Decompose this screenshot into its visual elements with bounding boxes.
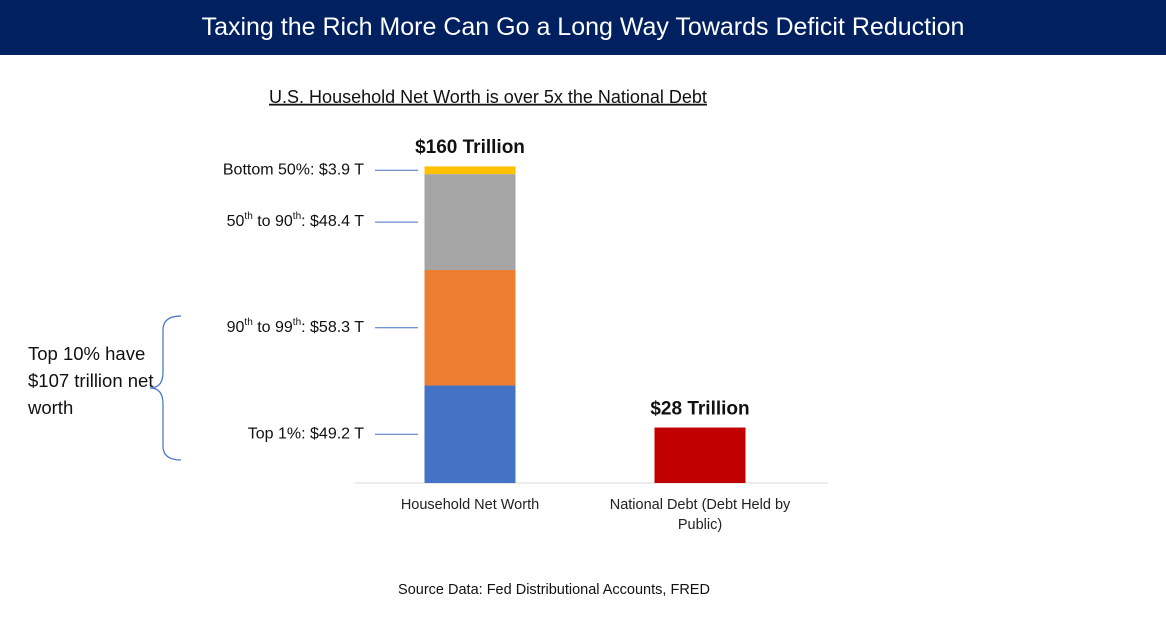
segment-label: Top 1%: $49.2 T	[248, 425, 364, 442]
segment-label: 50th to 90th: $48.4 T	[227, 211, 365, 231]
chart-title: U.S. Household Net Worth is over 5x the …	[269, 87, 707, 107]
bracket	[149, 315, 182, 461]
bar-segment	[424, 174, 516, 271]
bar-segment	[654, 427, 746, 483]
x-tick-label: National Debt (Debt Held by Public)	[609, 497, 791, 533]
bar-segment	[424, 166, 516, 175]
total-label: $160 Trillion	[415, 137, 525, 158]
segment-label: Bottom 50%: $3.9 T	[223, 161, 364, 178]
header-title: Taxing the Rich More Can Go a Long Way T…	[0, 0, 1166, 55]
total-label: $28 Trillion	[650, 399, 749, 420]
x-tick-label: Household Net Worth	[400, 497, 540, 513]
source: Source Data: Fed Distributional Accounts…	[398, 582, 710, 598]
bar-segment	[424, 385, 516, 483]
segment-label: 90th to 99th: $58.3 T	[227, 316, 365, 336]
annotation: Top 10% have $107 trillion net worth	[28, 343, 154, 418]
bar-segment	[424, 270, 516, 386]
